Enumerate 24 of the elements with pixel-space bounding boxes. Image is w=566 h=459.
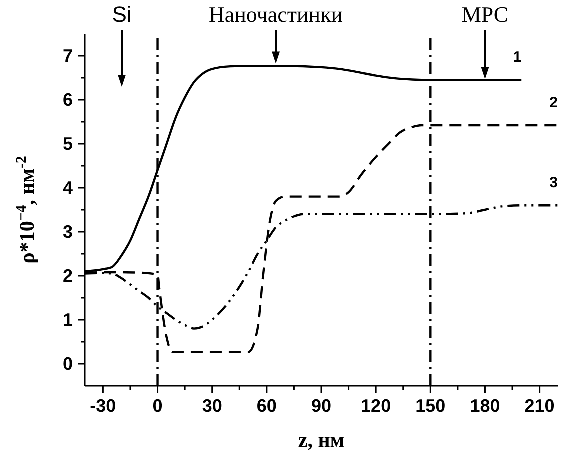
x-axis-title: z, нм <box>298 428 345 452</box>
x-tick-label: 210 <box>524 396 555 416</box>
series-label: 3 <box>550 174 558 192</box>
y-tick-label: 0 <box>62 354 73 374</box>
annotation: МРС <box>462 2 509 27</box>
text: Si <box>112 2 132 27</box>
series-label: 2 <box>550 94 558 112</box>
y-tick-label: 6 <box>62 90 73 110</box>
x-tick-label: 150 <box>416 396 446 416</box>
x-tick-label: 30 <box>202 396 222 416</box>
y-tick-label: 2 <box>62 266 73 286</box>
y-tick-label: 5 <box>62 134 73 154</box>
series-label: 1 <box>513 49 522 66</box>
x-tick-label: 90 <box>311 396 332 416</box>
x-tick-label: -30 <box>90 396 116 416</box>
annotation: Наночастинки <box>208 2 344 27</box>
x-tick-label: 120 <box>361 396 392 416</box>
y-tick-label: 4 <box>62 178 73 198</box>
y-tick-label: 1 <box>62 310 73 330</box>
x-tick-label: 180 <box>470 396 500 416</box>
y-tick-label: 7 <box>62 46 73 66</box>
x-tick-label: 60 <box>256 396 277 416</box>
x-tick-label: 0 <box>152 396 163 416</box>
y-tick-label: 3 <box>62 222 73 242</box>
